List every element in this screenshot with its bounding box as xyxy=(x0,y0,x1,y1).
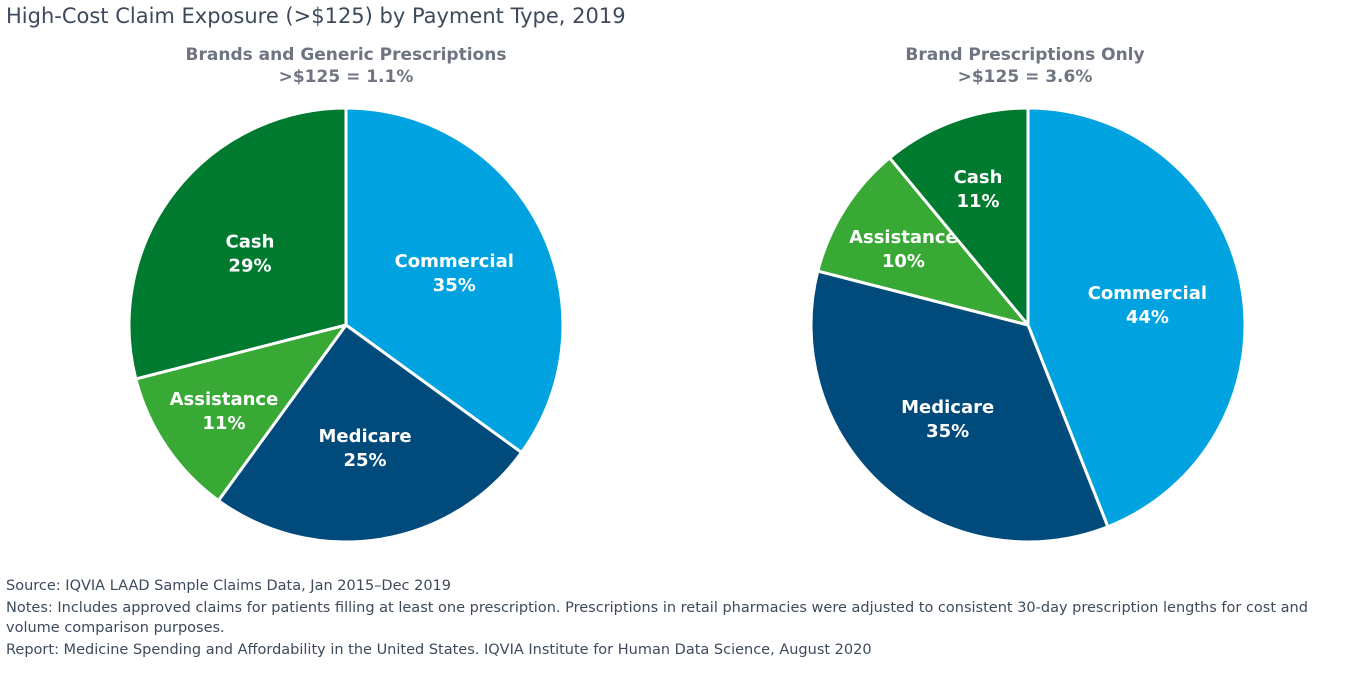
pie-1-heading: Brands and Generic Prescriptions >$125 =… xyxy=(96,44,596,88)
source-note: Source: IQVIA LAAD Sample Claims Data, J… xyxy=(6,578,451,594)
pie-1-value-label: 11% xyxy=(202,413,245,434)
pie-2-category-label: Cash xyxy=(954,167,1003,188)
pie-2-value-label: 44% xyxy=(1126,307,1169,328)
pie-1-category-label: Medicare xyxy=(318,426,411,447)
pie-2-title: Brand Prescriptions Only xyxy=(905,45,1145,65)
pie-2-heading: Brand Prescriptions Only >$125 = 3.6% xyxy=(775,44,1275,88)
pie-1-slice-cash xyxy=(127,106,348,381)
report-note: Report: Medicine Spending and Affordabil… xyxy=(6,642,872,658)
pie-1-value-label: 29% xyxy=(228,256,271,277)
pie-2-category-label: Assistance xyxy=(849,227,958,248)
pie-2-category-label: Commercial xyxy=(1088,283,1207,304)
pie-2-slice-assistance xyxy=(816,156,1030,327)
pie-2-value-label: 11% xyxy=(956,191,999,212)
pie-1-value-label: 25% xyxy=(343,450,386,471)
pie-1-value-label: 35% xyxy=(433,275,476,296)
pie-2-slice-commercial xyxy=(1026,106,1247,529)
footnotes: Source: IQVIA LAAD Sample Claims Data, J… xyxy=(6,576,1326,662)
pie-2-slice-cash xyxy=(888,106,1030,327)
pie-1-subtitle: >$125 = 1.1% xyxy=(278,67,414,87)
pie-1-category-label: Commercial xyxy=(395,251,514,272)
pie-2-category-label: Medicare xyxy=(901,397,994,418)
pie-2-value-label: 10% xyxy=(882,251,925,272)
pie-2-value-label: 35% xyxy=(926,421,969,442)
pie-2-slice-medicare xyxy=(809,269,1110,544)
pie-1-slice-assistance xyxy=(134,323,348,503)
pie-1-slice-medicare xyxy=(216,323,524,544)
chart-title: High-Cost Claim Exposure (>$125) by Paym… xyxy=(6,4,626,28)
notes-text: Notes: Includes approved claims for pati… xyxy=(6,600,1308,636)
pie-2-subtitle: >$125 = 3.6% xyxy=(957,67,1093,87)
pie-1-category-label: Cash xyxy=(226,232,275,253)
pie-1-title: Brands and Generic Prescriptions xyxy=(185,45,507,65)
pie-1-category-label: Assistance xyxy=(170,389,279,410)
pie-1-slice-commercial xyxy=(344,106,565,455)
